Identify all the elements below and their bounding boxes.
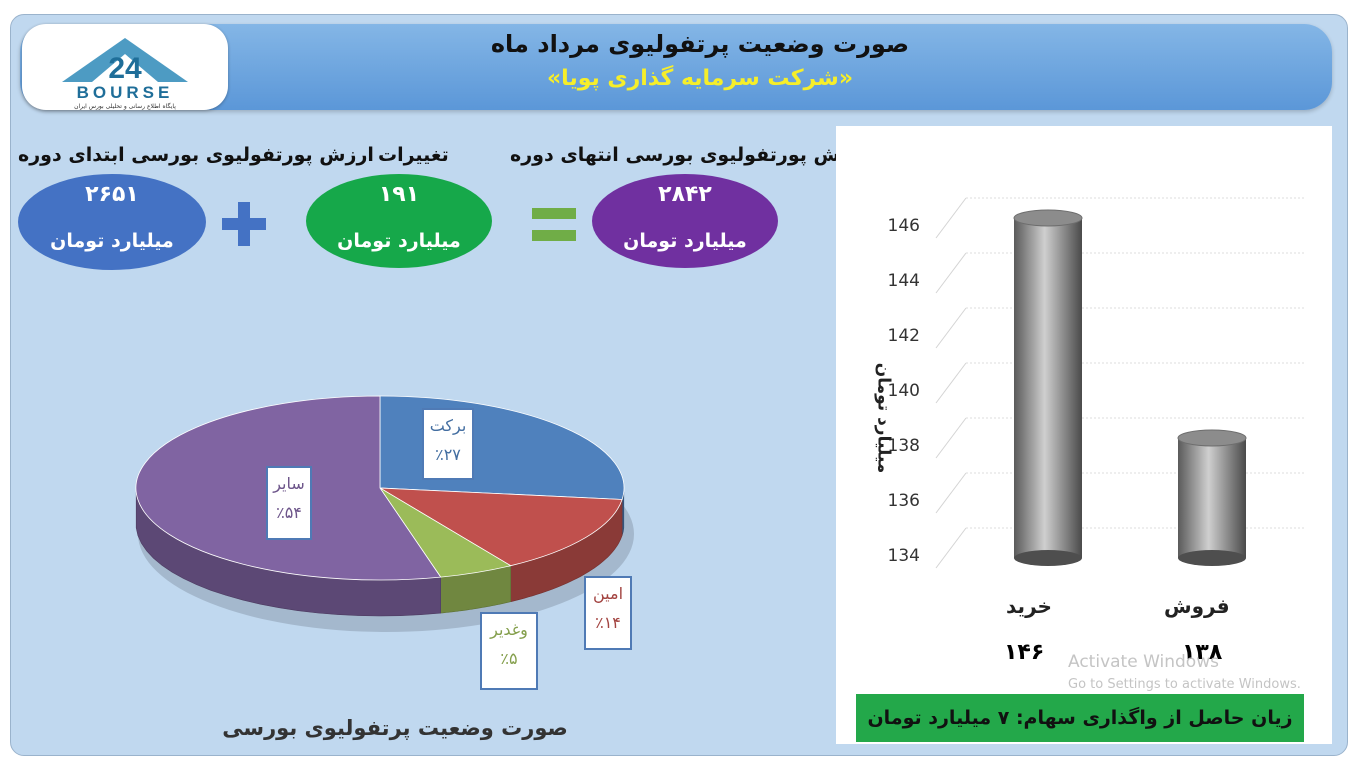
change-value-unit: میلیارد تومان (337, 230, 461, 252)
pie-label-name: سایر (273, 474, 305, 493)
x-category-label: خرید (1006, 594, 1052, 618)
change-label: تغییرات (378, 144, 449, 166)
gridline (935, 307, 967, 349)
gridline (935, 362, 967, 404)
watermark-hint: Go to Settings to activate Windows. (1068, 677, 1301, 692)
logo-graphic: 24 BOURSE پایگاه اطلاع رسانی و تحلیلی بو… (62, 38, 188, 110)
header-banner (20, 24, 1332, 110)
bar-فروش (1178, 438, 1246, 558)
gridline (935, 417, 967, 459)
pie-label-name: برکت (429, 416, 467, 435)
y-tick-label: 138 (887, 436, 920, 456)
pie-label-سایر: سایر ٪۵۴ (266, 466, 312, 540)
gridline (935, 527, 967, 569)
bar-chart-ylabel: میلیارد تومان (873, 362, 894, 474)
pie-chart (135, 395, 634, 632)
start-value-oval: ۲۶۵۱ میلیارد تومان (18, 174, 206, 270)
y-tick-label: 146 (887, 216, 920, 236)
pie-label-value: ٪۵ (500, 649, 518, 668)
change-value: ۱۹۱ (378, 182, 420, 207)
bar-value-label: ۱۴۶ (1004, 640, 1045, 665)
loss-note: زیان حاصل از واگذاری سهام: ۷ میلیارد توم… (856, 694, 1304, 742)
logo-wordmark: BOURSE (77, 83, 174, 102)
y-tick-label: 136 (887, 491, 920, 511)
pie-slice-برکت (379, 395, 625, 500)
start-value-label: ارزش پورتفولیوی بورسی ابتدای دوره (18, 144, 374, 166)
pie-label-value: ٪۵۴ (276, 503, 302, 522)
gridline (935, 252, 967, 294)
x-category-label: فروش (1164, 594, 1230, 618)
logo-tagline: پایگاه اطلاع رسانی و تحلیلی بورس ایران (74, 102, 176, 110)
equals-icon (532, 208, 576, 241)
pie-label-name: امین (592, 584, 624, 603)
gridline (935, 197, 967, 239)
gridline (935, 472, 967, 514)
pie-slice-امین (379, 487, 623, 567)
pie-label-وغدیر: وغدیر ٪۵ (480, 612, 538, 690)
y-tick-label: 142 (887, 326, 920, 346)
plus-icon (222, 202, 266, 246)
end-value-oval: ۲۸۴۲ میلیارد تومان (592, 174, 778, 268)
bar-خرید (1014, 218, 1082, 558)
start-value-unit: میلیارد تومان (50, 230, 174, 252)
bar-chart (935, 197, 1306, 569)
watermark-title: Activate Windows (1068, 652, 1219, 672)
bar-chart-panel (836, 126, 1332, 744)
bar-top (1013, 209, 1083, 227)
logo-number: 24 (108, 52, 142, 85)
logo: 24 BOURSE پایگاه اطلاع رسانی و تحلیلی بو… (22, 24, 228, 110)
y-tick-label: 144 (887, 271, 920, 291)
end-value: ۲۸۴۲ (658, 182, 712, 207)
change-oval: ۱۹۱ میلیارد تومان (306, 174, 492, 268)
bar-top (1177, 429, 1247, 447)
y-tick-label: 134 (887, 546, 920, 566)
pie-label-value: ٪۲۷ (435, 445, 461, 464)
pie-label-امین: امین ٪۱۴ (584, 576, 632, 650)
y-tick-label: 140 (887, 381, 920, 401)
end-value-label: ارزش پورتفولیوی بورسی انتهای دوره (510, 144, 869, 166)
page-subtitle: «شرکت سرمایه گذاری پویا» (546, 66, 854, 91)
pie-chart-title: صورت وضعیت پرتفولیوی بورسی (222, 716, 568, 740)
bar-base (1014, 550, 1082, 566)
end-value-unit: میلیارد تومان (623, 230, 747, 252)
bar-base (1178, 550, 1246, 566)
pie-label-name: وغدیر (490, 620, 528, 639)
pie-label-value: ٪۱۴ (595, 613, 621, 632)
start-value: ۲۶۵۱ (85, 182, 139, 207)
bar-value-label: ۱۳۸ (1182, 640, 1223, 665)
pie-label-برکت: برکت ٪۲۷ (422, 408, 474, 480)
page-title: صورت وضعیت پرتفولیوی مرداد ماه (490, 30, 910, 58)
